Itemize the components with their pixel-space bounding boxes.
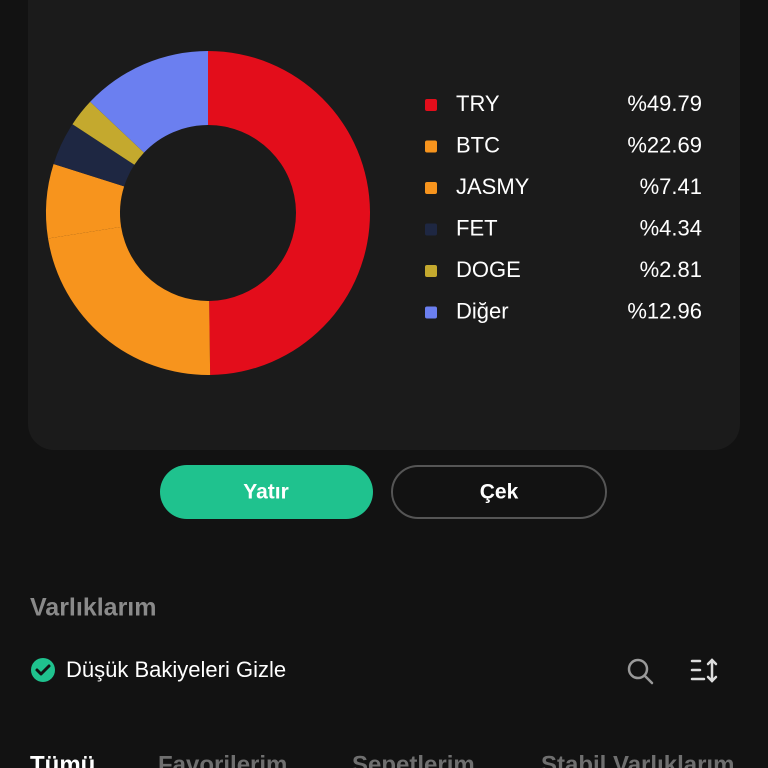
legend-value: %7.41: [640, 174, 702, 199]
legend-value: %2.81: [640, 257, 702, 282]
withdraw-button[interactable]: [391, 465, 607, 519]
donut-chart: [46, 51, 371, 375]
donut-segment: [72, 101, 145, 165]
legend-value: %12.96: [627, 298, 702, 323]
donut-segment: [208, 51, 371, 375]
search-icon[interactable]: [627, 658, 654, 685]
legend-swatch: [425, 223, 437, 236]
legend-value: %22.69: [627, 132, 702, 157]
donut-segment: [48, 226, 211, 375]
legend-label: TRY: [456, 91, 500, 116]
legend-label: JASMY: [456, 174, 530, 199]
search-lens: [627, 658, 649, 680]
portfolio-card: [28, 0, 740, 450]
tab-active[interactable]: Tümü: [30, 751, 95, 768]
legend-label: FET: [456, 215, 498, 240]
legend-label: BTC: [456, 132, 500, 157]
legend: TRY %49.79 BTC %22.69 JASMY %7.41 FET %4.34 DOGE…: [425, 91, 702, 323]
legend-label: Diğer: [456, 298, 509, 323]
tab[interactable]: Favorilerim: [158, 751, 287, 768]
tab[interactable]: Sepetlerim: [352, 751, 475, 768]
legend-swatch: [425, 140, 437, 153]
check-mark: [35, 664, 51, 676]
deposit-button[interactable]: [160, 465, 373, 519]
search-handle: [643, 674, 654, 685]
withdraw-label: Çek: [480, 481, 519, 504]
legend-swatch: [425, 265, 437, 277]
toggle-label[interactable]: Düşük Bakiyeleri Gizle: [66, 657, 286, 682]
legend-swatch: [425, 306, 437, 319]
section-title: Varlıklarım: [30, 594, 156, 622]
sort-icon[interactable]: [690, 658, 718, 683]
donut-segment: [90, 51, 208, 153]
legend-swatch: [425, 99, 437, 111]
legend-value: %49.79: [627, 91, 702, 116]
tab[interactable]: Stabil Varlıklarım: [541, 751, 734, 768]
deposit-label: Yatır: [243, 481, 289, 504]
donut-segment: [46, 164, 125, 239]
legend-value: %4.34: [640, 215, 702, 240]
donut-segment: [53, 124, 135, 187]
sort-arrow-heads: [706, 658, 718, 683]
legend-label: DOGE: [456, 257, 521, 282]
legend-swatch: [425, 182, 437, 194]
